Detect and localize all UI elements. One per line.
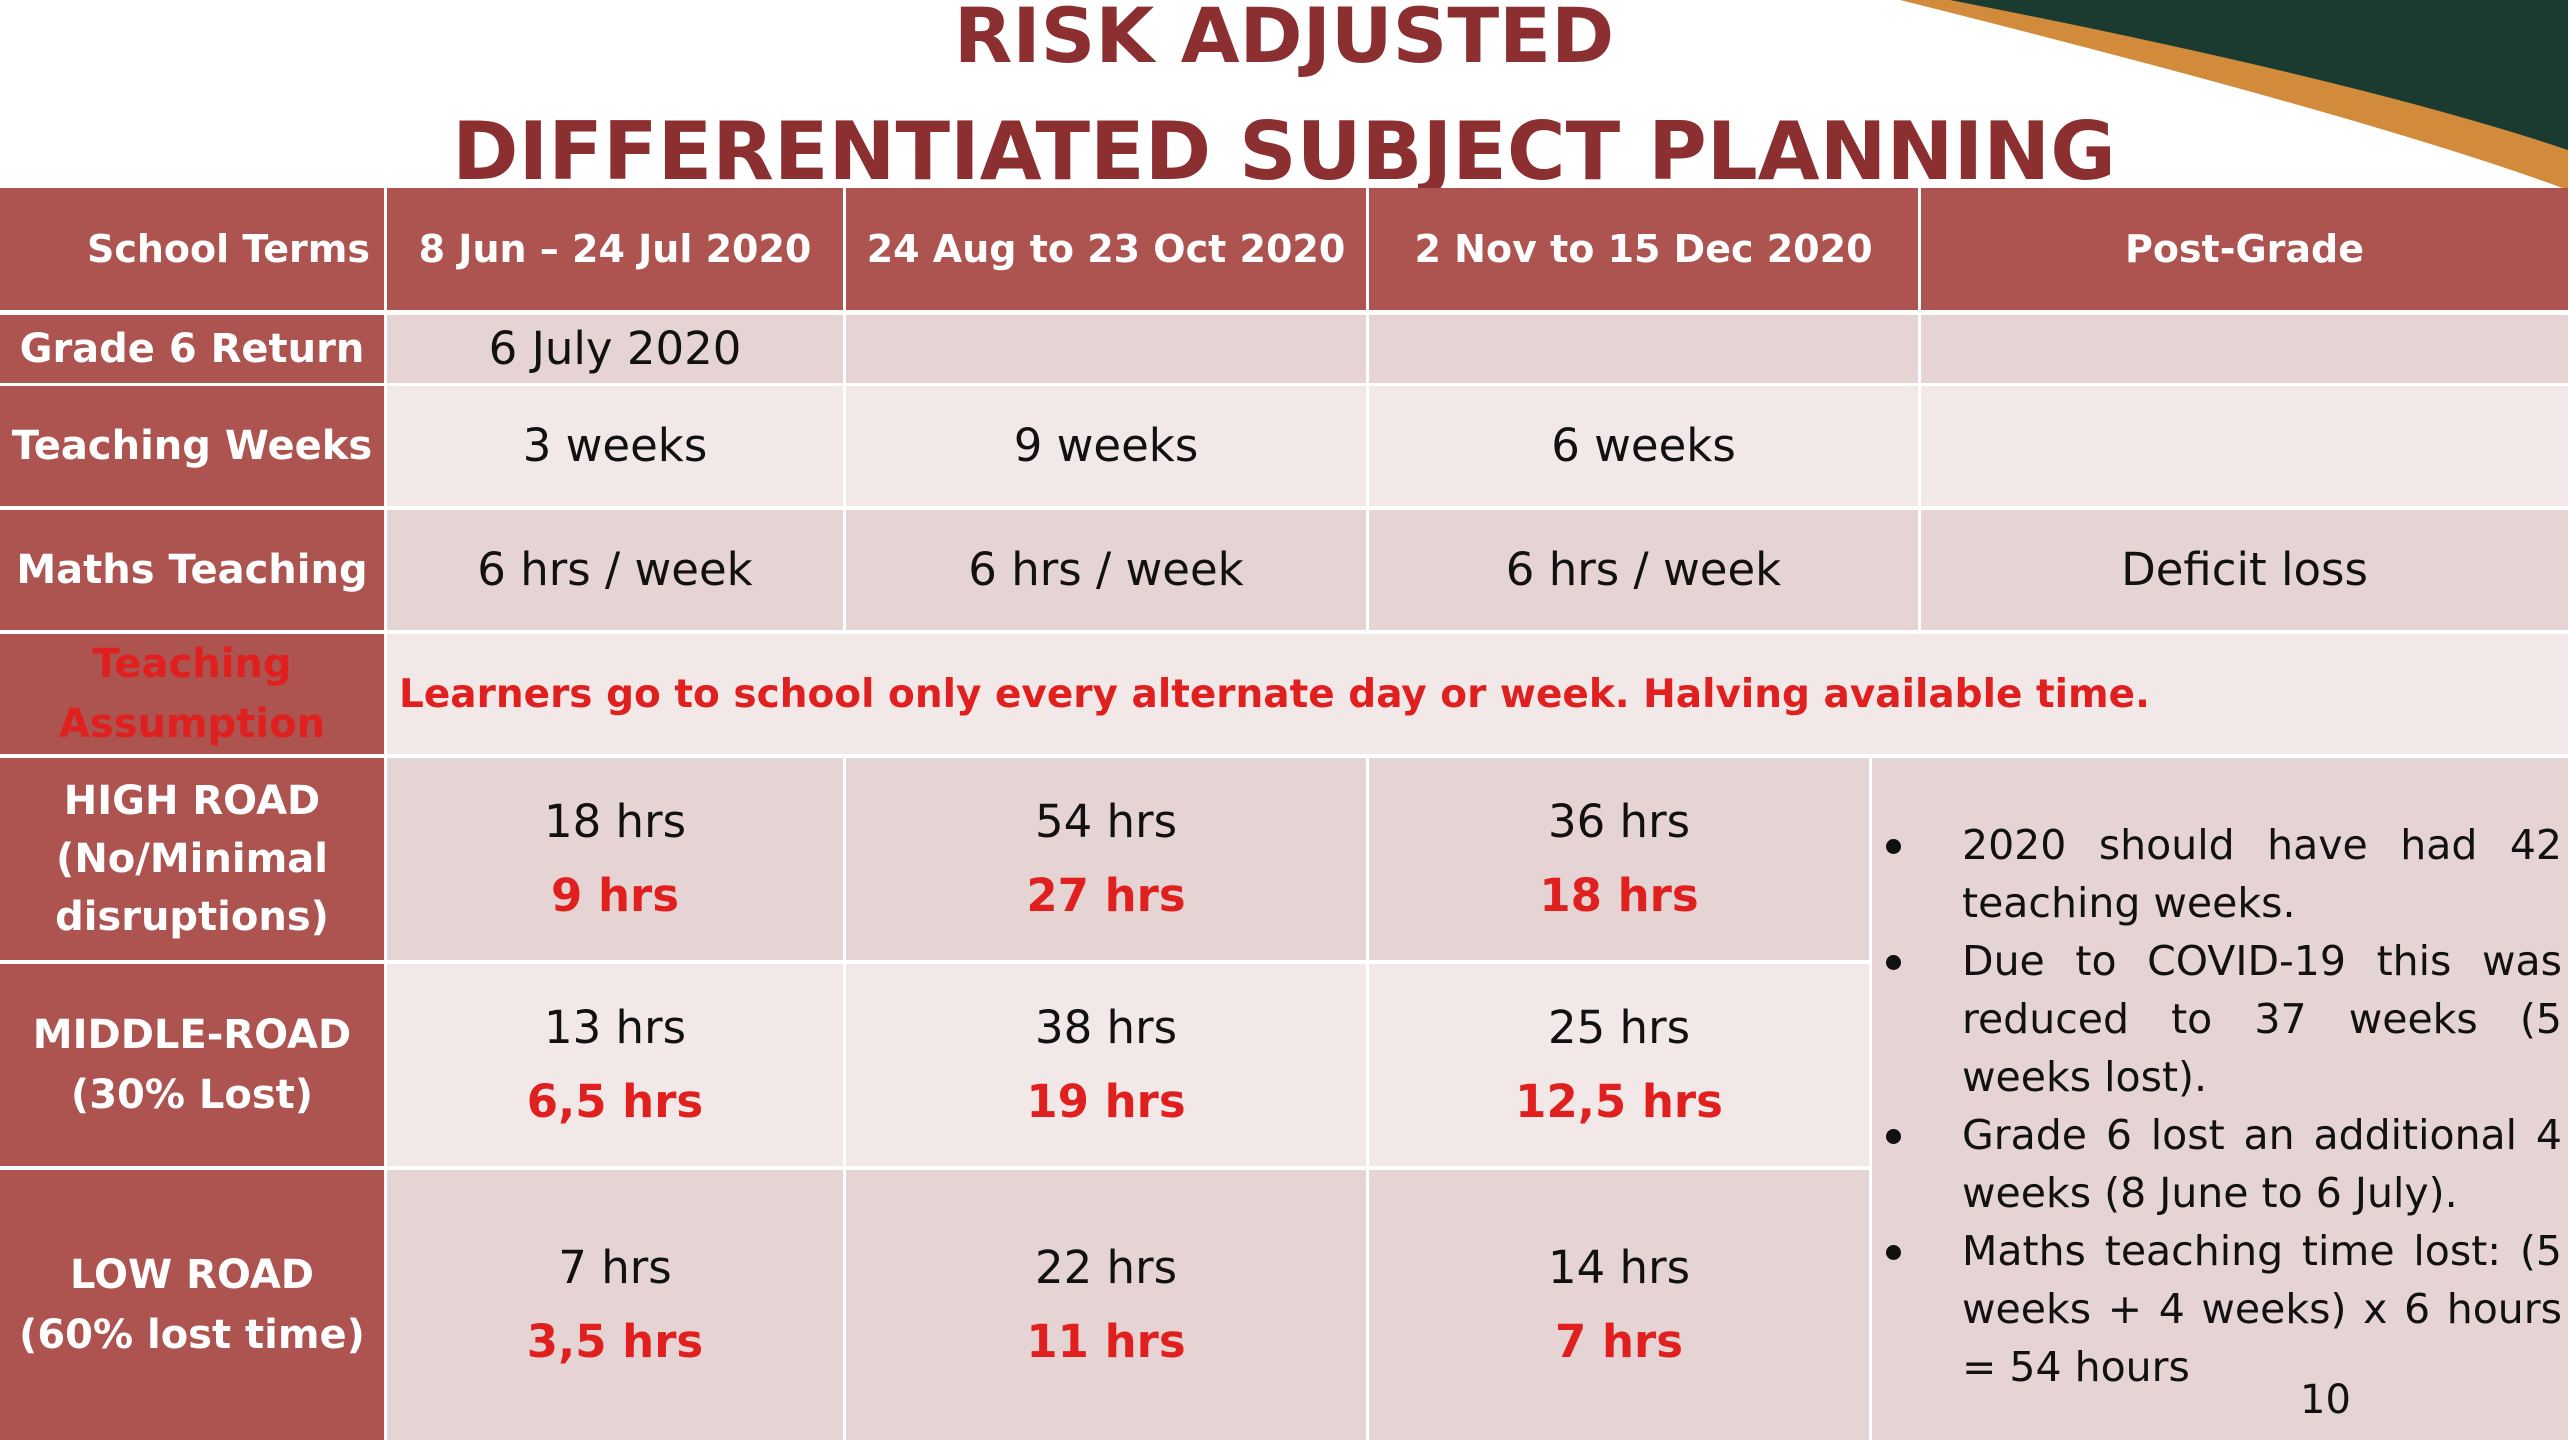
note-text-1: 2020 should have had 42 teaching weeks. <box>1962 821 2562 927</box>
row-label-low-road: LOW ROAD (60% lost time) <box>0 1170 384 1440</box>
grade6-return-term3 <box>1369 315 1918 383</box>
high-road-hours-term3: 36 hrs <box>1547 795 1691 848</box>
bullet-icon <box>1886 955 1901 970</box>
middle-road-term2: 38 hrs 19 hrs <box>846 964 1366 1166</box>
header-school-terms: School Terms <box>0 188 384 310</box>
low-road-hours-term2: 22 hrs <box>1034 1241 1178 1294</box>
note-item: Maths teaching time lost: (5 weeks + 4 w… <box>1872 1222 2562 1396</box>
bullet-icon <box>1886 839 1901 854</box>
high-road-label-2: (No/Minimal <box>56 836 328 882</box>
middle-road-hours-term3: 25 hrs <box>1547 1001 1691 1054</box>
notes-panel-background <box>1872 758 2568 1440</box>
teaching-weeks-post <box>1921 386 2568 506</box>
high-road-term3: 36 hrs 18 hrs <box>1369 758 1869 960</box>
middle-road-term3: 25 hrs 12,5 hrs <box>1369 964 1869 1166</box>
header-term-2: 24 Aug to 23 Oct 2020 <box>846 188 1366 310</box>
page-number: 10 <box>2300 1377 2351 1423</box>
row-label-high-road: HIGH ROAD (No/Minimal disruptions) <box>0 758 384 960</box>
header-term-3: 2 Nov to 15 Dec 2020 <box>1369 188 1918 310</box>
middle-road-label-1: MIDDLE-ROAD <box>32 1012 352 1058</box>
bullet-icon <box>1886 1245 1901 1260</box>
high-road-halved-term1: 9 hrs <box>551 869 679 922</box>
note-item: 2020 should have had 42 teaching weeks. <box>1872 816 2562 932</box>
low-road-halved-term3: 7 hrs <box>1555 1315 1683 1368</box>
assumption-label-line2: Assumption <box>58 701 326 747</box>
teaching-weeks-term2: 9 weeks <box>846 386 1366 506</box>
low-road-halved-term1: 3,5 hrs <box>526 1315 704 1368</box>
corner-swoosh-decoration <box>1900 0 2568 190</box>
low-road-label-1: LOW ROAD <box>69 1252 314 1298</box>
title-line-1: RISK ADJUSTED <box>953 0 1615 80</box>
note-item: Due to COVID-19 this was reduced to 37 w… <box>1872 932 2562 1106</box>
high-road-halved-term2: 27 hrs <box>1026 869 1186 922</box>
title-line-2: DIFFERENTIATED SUBJECT PLANNING <box>452 105 2116 198</box>
notes-list: 2020 should have had 42 teaching weeks. … <box>1872 816 2562 1396</box>
low-road-hours-term3: 14 hrs <box>1547 1241 1691 1294</box>
middle-road-halved-term3: 12,5 hrs <box>1515 1075 1723 1128</box>
bullet-icon <box>1886 1129 1901 1144</box>
grade6-return-post <box>1921 315 2568 383</box>
high-road-term2: 54 hrs 27 hrs <box>846 758 1366 960</box>
grade6-return-term1: 6 July 2020 <box>387 315 843 383</box>
high-road-term1: 18 hrs 9 hrs <box>387 758 843 960</box>
teaching-weeks-term3: 6 weeks <box>1369 386 1918 506</box>
note-text-3: Grade 6 lost an additional 4 weeks (8 Ju… <box>1962 1111 2562 1217</box>
middle-road-label-2: (30% Lost) <box>70 1072 314 1118</box>
note-text-4: Maths teaching time lost: (5 weeks + 4 w… <box>1962 1227 2562 1391</box>
row-label-teaching-assumption: Teaching Assumption <box>0 634 384 754</box>
row-label-teaching-weeks: Teaching Weeks <box>0 386 384 506</box>
low-road-term3: 14 hrs 7 hrs <box>1369 1170 1869 1440</box>
low-road-term2: 22 hrs 11 hrs <box>846 1170 1366 1440</box>
header-term-1: 8 Jun – 24 Jul 2020 <box>387 188 843 310</box>
maths-teaching-term1: 6 hrs / week <box>387 510 843 630</box>
note-item: Grade 6 lost an additional 4 weeks (8 Ju… <box>1872 1106 2562 1222</box>
high-road-halved-term3: 18 hrs <box>1539 869 1699 922</box>
note-text-2: Due to COVID-19 this was reduced to 37 w… <box>1962 937 2562 1101</box>
assumption-label-line1: Teaching <box>92 641 292 687</box>
low-road-term1: 7 hrs 3,5 hrs <box>387 1170 843 1440</box>
maths-teaching-term3: 6 hrs / week <box>1369 510 1918 630</box>
high-road-label-3: disruptions) <box>55 894 329 940</box>
assumption-text: Learners go to school only every alterna… <box>387 634 2568 754</box>
high-road-hours-term1: 18 hrs <box>543 795 687 848</box>
high-road-label-1: HIGH ROAD <box>63 778 321 824</box>
green-swoosh <box>1950 0 2568 150</box>
middle-road-halved-term2: 19 hrs <box>1026 1075 1186 1128</box>
maths-teaching-post: Deficit loss <box>1921 510 2568 630</box>
low-road-halved-term2: 11 hrs <box>1026 1315 1186 1368</box>
middle-road-hours-term1: 13 hrs <box>543 1001 687 1054</box>
middle-road-halved-term1: 6,5 hrs <box>526 1075 704 1128</box>
low-road-label-2: (60% lost time) <box>19 1312 365 1358</box>
row-label-grade6-return: Grade 6 Return <box>0 315 384 383</box>
grade6-return-term2 <box>846 315 1366 383</box>
row-label-maths-teaching: Maths Teaching <box>0 510 384 630</box>
maths-teaching-term2: 6 hrs / week <box>846 510 1366 630</box>
header-post-grade: Post-Grade <box>1921 188 2568 310</box>
low-road-hours-term1: 7 hrs <box>558 1241 672 1294</box>
middle-road-hours-term2: 38 hrs <box>1034 1001 1178 1054</box>
row-label-middle-road: MIDDLE-ROAD (30% Lost) <box>0 964 384 1166</box>
teaching-weeks-term1: 3 weeks <box>387 386 843 506</box>
high-road-hours-term2: 54 hrs <box>1034 795 1178 848</box>
middle-road-term1: 13 hrs 6,5 hrs <box>387 964 843 1166</box>
